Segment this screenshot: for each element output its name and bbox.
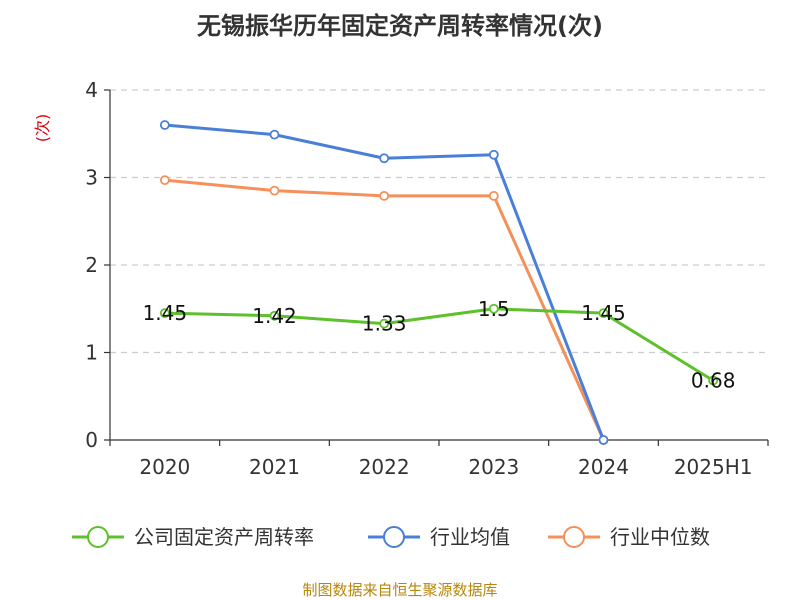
legend-label: 行业中位数	[610, 525, 710, 549]
y-tick-label: 1	[85, 341, 98, 365]
data-point[interactable]	[159, 308, 170, 319]
data-point[interactable]	[159, 175, 170, 186]
data-point[interactable]	[598, 308, 609, 319]
data-point[interactable]	[708, 375, 719, 386]
chart-title: 无锡振华历年固定资产周转率情况(次)	[197, 12, 603, 40]
data-point[interactable]	[488, 149, 499, 160]
data-label: 1.5	[478, 297, 510, 321]
data-point[interactable]	[488, 303, 499, 314]
legend-item-2[interactable]: 行业中位数	[548, 525, 710, 549]
series-layer	[159, 120, 719, 445]
data-point[interactable]	[159, 120, 170, 130]
legend-item-0[interactable]: 公司固定资产周转率	[72, 525, 314, 549]
x-tick-label: 2024	[578, 455, 629, 479]
data-label: 0.68	[691, 369, 736, 393]
legend-marker	[563, 526, 585, 548]
series-0	[159, 303, 719, 386]
data-label: 1.45	[581, 301, 626, 325]
data-point[interactable]	[379, 318, 390, 329]
legend-label: 公司固定资产周转率	[134, 525, 314, 549]
legend-marker	[383, 526, 405, 548]
y-tick-label: 3	[85, 166, 98, 190]
x-tick-label: 2020	[139, 455, 190, 479]
source-note: 制图数据来自恒生聚源数据库	[302, 581, 497, 599]
x-tick-label: 2025H1	[674, 455, 753, 479]
data-point[interactable]	[598, 435, 609, 445]
data-point[interactable]	[488, 190, 499, 201]
series-line	[164, 307, 714, 382]
data-point[interactable]	[269, 310, 280, 321]
data-point[interactable]	[269, 129, 280, 140]
legend[interactable]: 公司固定资产周转率 行业均值 行业中位数	[72, 525, 710, 549]
legend-marker	[87, 526, 109, 548]
series-1	[159, 120, 609, 445]
y-tick-label: 0	[85, 428, 98, 452]
x-tick-label: 2023	[468, 455, 519, 479]
y-tick-label: 2	[85, 253, 98, 277]
data-label: 1.45	[143, 301, 188, 325]
data-point[interactable]	[379, 190, 390, 201]
x-tick-label: 2022	[359, 455, 410, 479]
legend-label: 行业均值	[430, 525, 510, 549]
axes: 0 1 2 3 4 2020 2021 2022 2023 2024 2025H1	[85, 78, 769, 479]
data-point[interactable]	[269, 185, 280, 196]
y-axis-label: (次)	[33, 114, 52, 143]
data-label: 1.42	[252, 304, 297, 328]
y-tick-label: 4	[85, 78, 98, 102]
data-labels: 1.45 1.42 1.33 1.5 1.45 0.68	[143, 297, 736, 393]
data-point[interactable]	[379, 153, 390, 164]
legend-item-1[interactable]: 行业均值	[368, 525, 510, 549]
series-line	[164, 123, 605, 441]
x-tick-label: 2021	[249, 455, 300, 479]
data-label: 1.33	[362, 312, 407, 336]
